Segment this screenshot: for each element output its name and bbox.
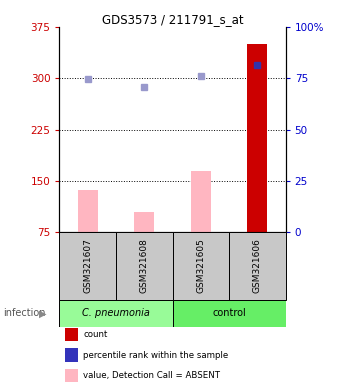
- Text: value, Detection Call = ABSENT: value, Detection Call = ABSENT: [83, 371, 220, 380]
- Text: GSM321608: GSM321608: [140, 238, 149, 293]
- Bar: [191, 170, 211, 232]
- Bar: [248, 44, 267, 232]
- Bar: [173, 232, 229, 300]
- Bar: [78, 190, 98, 232]
- Text: GSM321606: GSM321606: [253, 238, 262, 293]
- Text: percentile rank within the sample: percentile rank within the sample: [83, 351, 228, 360]
- Bar: [116, 232, 173, 300]
- Text: GSM321605: GSM321605: [196, 238, 205, 293]
- Text: count: count: [83, 330, 108, 339]
- Title: GDS3573 / 211791_s_at: GDS3573 / 211791_s_at: [102, 13, 243, 26]
- Text: control: control: [212, 308, 246, 318]
- Bar: [59, 300, 173, 327]
- Text: infection: infection: [3, 308, 46, 318]
- Text: C. pneumonia: C. pneumonia: [82, 308, 150, 318]
- Bar: [134, 212, 154, 232]
- Text: GSM321607: GSM321607: [83, 238, 92, 293]
- Bar: [59, 232, 116, 300]
- Bar: [173, 300, 286, 327]
- Bar: [229, 232, 286, 300]
- Text: ▶: ▶: [39, 308, 47, 318]
